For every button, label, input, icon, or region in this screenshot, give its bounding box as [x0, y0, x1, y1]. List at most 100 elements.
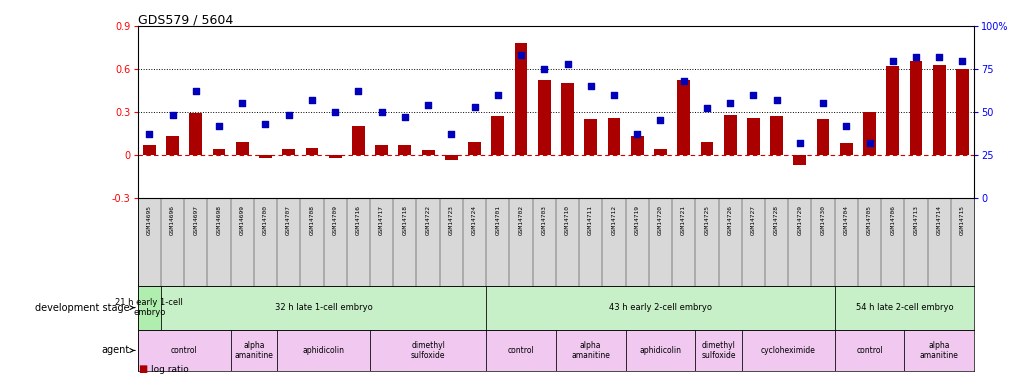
Bar: [230, 330, 277, 371]
Bar: [161, 286, 486, 330]
Text: 21 h early 1-cell
embryo: 21 h early 1-cell embryo: [115, 298, 183, 317]
Bar: [190, 113, 202, 155]
Point: [141, 131, 157, 137]
Point: [420, 102, 436, 108]
Point: [211, 123, 227, 129]
Point: [860, 140, 876, 146]
Text: GSM14722: GSM14722: [425, 205, 430, 235]
Text: GSM14730: GSM14730: [819, 205, 824, 235]
Bar: [630, 136, 643, 155]
Text: GSM14724: GSM14724: [472, 205, 477, 235]
Bar: [584, 119, 596, 155]
Text: ■: ■: [138, 364, 147, 374]
Point: [767, 97, 784, 103]
Text: aphidicolin: aphidicolin: [303, 346, 344, 355]
Text: GSM14709: GSM14709: [332, 205, 337, 235]
Bar: [555, 330, 625, 371]
Bar: [723, 115, 736, 155]
Point: [698, 105, 714, 111]
Point: [234, 100, 251, 106]
Text: ■: ■: [138, 374, 147, 375]
Bar: [700, 142, 712, 155]
Point: [442, 131, 459, 137]
Text: GSM14718: GSM14718: [401, 205, 407, 235]
Text: GSM14704: GSM14704: [843, 205, 848, 235]
Text: GSM14725: GSM14725: [704, 205, 709, 235]
Text: alpha
amanitine: alpha amanitine: [571, 341, 609, 360]
Bar: [491, 116, 503, 155]
Text: GSM14716: GSM14716: [356, 205, 361, 235]
Bar: [904, 330, 973, 371]
Point: [814, 100, 830, 106]
Point: [396, 114, 413, 120]
Text: GSM14720: GSM14720: [657, 205, 662, 235]
Text: GSM14707: GSM14707: [286, 205, 291, 235]
Bar: [746, 118, 759, 155]
Text: GSM14717: GSM14717: [379, 205, 384, 235]
Text: GSM14696: GSM14696: [170, 205, 175, 235]
Text: GSM14715: GSM14715: [959, 205, 964, 235]
Text: GSM14711: GSM14711: [588, 205, 593, 235]
Text: GSM14695: GSM14695: [147, 205, 152, 235]
Text: alpha
amanitine: alpha amanitine: [234, 341, 273, 360]
Text: GSM14708: GSM14708: [309, 205, 314, 235]
Bar: [886, 66, 899, 155]
Text: aphidicolin: aphidicolin: [639, 346, 681, 355]
Text: cycloheximide: cycloheximide: [760, 346, 815, 355]
Bar: [955, 69, 968, 155]
Bar: [486, 286, 834, 330]
Text: GSM14701: GSM14701: [495, 205, 500, 235]
Point: [304, 97, 320, 103]
Text: GSM14699: GSM14699: [239, 205, 245, 235]
Bar: [282, 149, 294, 155]
Bar: [468, 142, 481, 155]
Bar: [537, 81, 550, 155]
Text: GDS579 / 5604: GDS579 / 5604: [138, 13, 232, 26]
Bar: [259, 155, 272, 158]
Text: 54 h late 2-cell embryo: 54 h late 2-cell embryo: [855, 303, 953, 312]
Bar: [138, 330, 230, 371]
Point: [558, 61, 575, 67]
Bar: [398, 145, 411, 155]
Text: GSM14710: GSM14710: [565, 205, 570, 235]
Bar: [138, 286, 161, 330]
Bar: [862, 112, 875, 155]
Bar: [306, 148, 318, 155]
Point: [536, 66, 552, 72]
Bar: [515, 44, 527, 155]
Point: [791, 140, 807, 146]
Bar: [677, 81, 690, 155]
Point: [373, 109, 389, 115]
Text: agent: agent: [101, 345, 135, 355]
Text: GSM14723: GSM14723: [448, 205, 453, 235]
Text: dimethyl
sulfoxide: dimethyl sulfoxide: [701, 341, 735, 360]
Bar: [444, 155, 458, 160]
Point: [629, 131, 645, 137]
Bar: [793, 155, 805, 165]
Point: [675, 78, 691, 84]
Bar: [741, 330, 834, 371]
Text: dimethyl
sulfoxide: dimethyl sulfoxide: [411, 341, 445, 360]
Point: [883, 57, 900, 63]
Bar: [212, 149, 225, 155]
Point: [721, 100, 738, 106]
Text: alpha
amanitine: alpha amanitine: [919, 341, 958, 360]
Bar: [421, 150, 434, 155]
Bar: [560, 83, 574, 155]
Point: [513, 53, 529, 58]
Text: GSM14706: GSM14706: [890, 205, 895, 235]
Point: [582, 83, 598, 89]
Bar: [235, 142, 249, 155]
Bar: [932, 65, 945, 155]
Point: [257, 121, 273, 127]
Text: GSM14712: GSM14712: [610, 205, 615, 235]
Point: [164, 112, 180, 118]
Bar: [486, 330, 555, 371]
Bar: [909, 60, 921, 155]
Point: [187, 88, 204, 94]
Bar: [328, 155, 341, 158]
Text: GSM14713: GSM14713: [913, 205, 918, 235]
Bar: [653, 149, 666, 155]
Text: 43 h early 2-cell embryo: 43 h early 2-cell embryo: [608, 303, 711, 312]
Bar: [816, 119, 828, 155]
